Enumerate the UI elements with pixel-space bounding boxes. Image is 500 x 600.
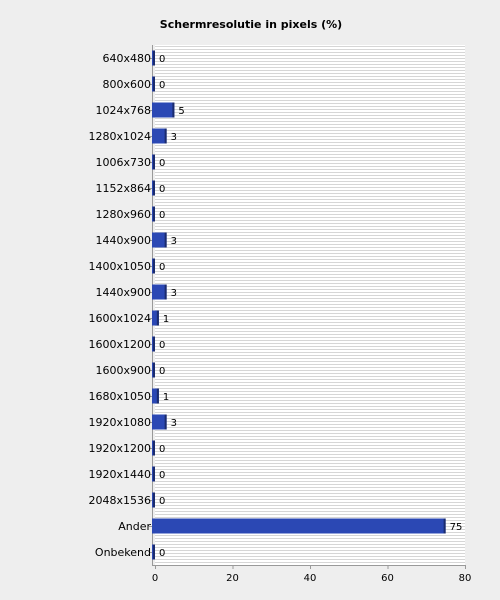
category-label: 1600x1200 bbox=[89, 338, 152, 351]
value-label: 0 bbox=[159, 262, 165, 273]
bar-edge bbox=[153, 206, 155, 222]
bar bbox=[152, 128, 167, 144]
category-label: 640x480 bbox=[102, 52, 151, 65]
value-label: 0 bbox=[159, 548, 165, 559]
bar-edge bbox=[164, 128, 167, 144]
category-label: 1600x900 bbox=[96, 364, 152, 377]
bar-edge bbox=[153, 362, 155, 378]
category-label: 1680x1050 bbox=[89, 390, 152, 403]
value-label: 3 bbox=[171, 288, 177, 299]
bar-edge bbox=[153, 466, 155, 482]
value-label: 3 bbox=[171, 132, 177, 143]
bar bbox=[152, 102, 175, 118]
bar bbox=[152, 414, 167, 430]
bar-edge bbox=[164, 414, 167, 430]
bar-edge bbox=[153, 544, 155, 560]
x-tick-label: 60 bbox=[381, 573, 394, 584]
value-label: 0 bbox=[159, 340, 165, 351]
bar-edge bbox=[443, 518, 446, 534]
bar-edge bbox=[153, 76, 155, 92]
value-label: 0 bbox=[159, 80, 165, 91]
value-label: 1 bbox=[163, 314, 169, 325]
bar-edge bbox=[153, 258, 155, 274]
bar-edge bbox=[153, 336, 155, 352]
bar-edge bbox=[156, 388, 159, 404]
category-label: 1400x1050 bbox=[89, 260, 152, 273]
category-label: 1920x1200 bbox=[89, 442, 152, 455]
category-label: 2048x1536 bbox=[89, 494, 152, 507]
value-label: 0 bbox=[159, 210, 165, 221]
x-tick-label: 40 bbox=[304, 573, 317, 584]
category-label: 1152x864 bbox=[96, 182, 152, 195]
value-label: 0 bbox=[159, 470, 165, 481]
category-label: 1280x1024 bbox=[89, 130, 152, 143]
value-label: 3 bbox=[171, 236, 177, 247]
chart-title: Schermresolutie in pixels (%) bbox=[160, 18, 342, 31]
category-label: 1280x960 bbox=[96, 208, 152, 221]
value-label: 0 bbox=[159, 158, 165, 169]
gridlines bbox=[155, 46, 465, 563]
value-label: 5 bbox=[178, 106, 184, 117]
bar bbox=[152, 310, 159, 326]
bar bbox=[152, 518, 446, 534]
category-label: Onbekend bbox=[95, 546, 151, 559]
x-tick-label: 20 bbox=[226, 573, 239, 584]
value-label: 0 bbox=[159, 184, 165, 195]
bar-edge bbox=[153, 154, 155, 170]
x-tick-label: 80 bbox=[459, 573, 472, 584]
x-tick-label: 0 bbox=[152, 573, 158, 584]
bar-edge bbox=[153, 180, 155, 196]
value-label: 0 bbox=[159, 444, 165, 455]
category-label: 1440x900 bbox=[96, 234, 152, 247]
bar-edge bbox=[164, 284, 167, 300]
bar-edge bbox=[156, 310, 159, 326]
value-label: 0 bbox=[159, 496, 165, 507]
bar-edge bbox=[164, 232, 167, 248]
category-label: 1920x1440 bbox=[89, 468, 152, 481]
value-label: 75 bbox=[450, 522, 463, 533]
bar bbox=[152, 388, 159, 404]
value-label: 0 bbox=[159, 54, 165, 65]
bar-edge bbox=[153, 50, 155, 66]
value-label: 0 bbox=[159, 366, 165, 377]
category-label: 1920x1080 bbox=[89, 416, 152, 429]
bar-edge bbox=[153, 492, 155, 508]
value-label: 3 bbox=[171, 418, 177, 429]
bar-edge bbox=[172, 102, 175, 118]
category-label: Ander bbox=[118, 520, 151, 533]
category-label: 1600x1024 bbox=[89, 312, 152, 325]
bar bbox=[152, 284, 167, 300]
category-label: 1024x768 bbox=[96, 104, 152, 117]
category-label: 1006x730 bbox=[96, 156, 152, 169]
plot-area: 640x480 0 800x600 0 1024x768 5 1280x1024 3 1006x… bbox=[89, 45, 472, 584]
category-label: 800x600 bbox=[102, 78, 151, 91]
category-label: 1440x900 bbox=[96, 286, 152, 299]
bar bbox=[152, 232, 167, 248]
value-label: 1 bbox=[163, 392, 169, 403]
bar-edge bbox=[153, 440, 155, 456]
